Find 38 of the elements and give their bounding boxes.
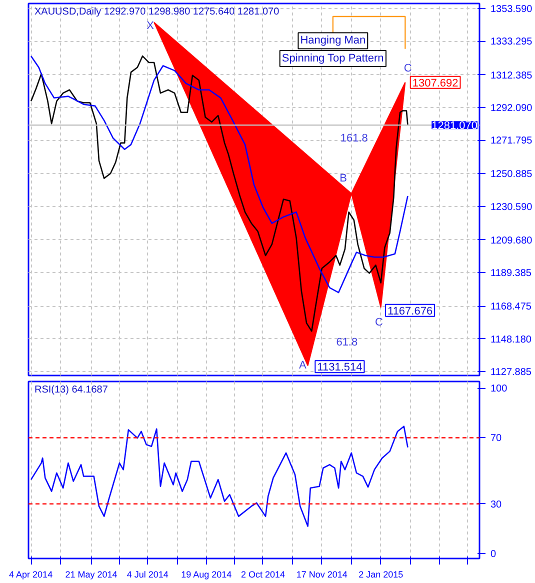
y-tick-label: 1333.295 (490, 36, 533, 48)
annotation: Hanging Man (300, 34, 366, 47)
y-tick-label: 1353.590 (490, 4, 533, 15)
y-tick-label: 0 (490, 549, 496, 560)
x-tick-label: 19 Aug 2014 (181, 570, 232, 580)
annotation: A (299, 359, 308, 372)
annotation: 61.8 (336, 336, 358, 349)
annotation: Spinning Top Pattern (282, 52, 384, 65)
y-tick-label: 1189.385 (490, 268, 532, 280)
y-tick-label: 70 (490, 433, 502, 444)
y-tick-label: 1148.180 (490, 334, 532, 346)
annotation: C (374, 316, 383, 329)
x-tick-label: 21 May 2014 (65, 570, 118, 580)
y-tick-label: 1209.680 (490, 235, 533, 246)
annotation: 1307.692 (412, 77, 458, 90)
annotation: 1131.514 (317, 362, 362, 374)
line-series (30, 426, 408, 527)
x-tick-label: 4 Apr 2014 (9, 570, 53, 580)
x-tick-label: 17 Nov 2014 (296, 570, 348, 580)
annotation: X (146, 20, 155, 32)
chart-title: XAUUSD,Daily 1292.970 1298.980 1275.640 1281.070 (34, 6, 280, 18)
y-tick-label: 1230.590 (490, 202, 533, 213)
y-tick-label: 1271.795 (490, 136, 533, 147)
chart-title: RSI(13) 64.1687 (34, 384, 108, 396)
annotation: C (404, 62, 412, 75)
x-tick-label: 4 Jul 2014 (126, 570, 168, 580)
y-tick-label: 1168.475 (490, 302, 532, 313)
y-tick-label: 30 (490, 499, 502, 510)
annotation: 161.8 (340, 132, 368, 144)
y-tick-label: 100 (490, 384, 508, 395)
y-tick-label: 1292.090 (490, 102, 533, 114)
annotation: 1167.676 (388, 305, 433, 318)
x-tick-label: 2 Jan 2015 (358, 570, 404, 580)
x-tick-label: 2 Oct 2014 (240, 570, 285, 580)
y-tick-label: 1127.885 (490, 367, 532, 378)
y-tick-label: 1250.885 (490, 169, 533, 180)
annotation: B (340, 172, 347, 184)
y-tick-label: 1312.385 (490, 70, 533, 82)
